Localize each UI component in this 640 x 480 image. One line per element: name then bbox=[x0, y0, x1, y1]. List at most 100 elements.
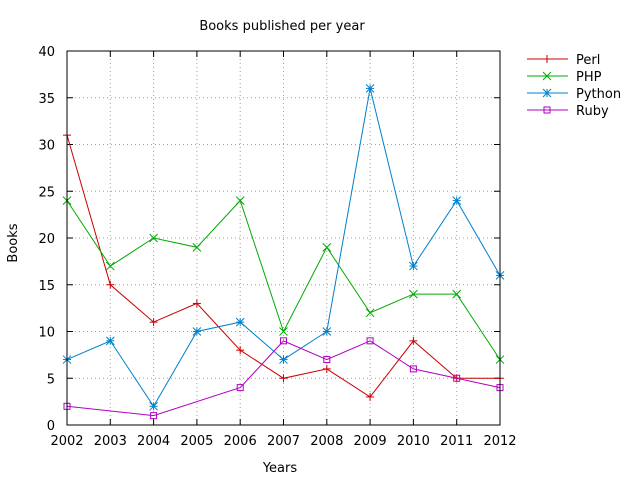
marker-cross bbox=[279, 327, 288, 336]
marker-cross bbox=[235, 196, 245, 205]
marker-cross bbox=[322, 242, 332, 252]
marker-cross bbox=[365, 308, 375, 318]
x-tick-label: 2006 bbox=[224, 434, 257, 449]
axis-ticks: 0 5 10 15 20 25 30 35 40 2002 2003 2004 2005 2006 2007… bbox=[38, 45, 516, 449]
marker-plus bbox=[106, 280, 115, 289]
marker-square bbox=[323, 356, 331, 364]
y-tick-label: 5 bbox=[47, 372, 55, 387]
data-point bbox=[452, 196, 462, 205]
x-tick-label: 2010 bbox=[397, 434, 430, 449]
legend-item-python: Python bbox=[527, 87, 621, 102]
marker-square bbox=[543, 106, 551, 114]
data-point bbox=[192, 327, 202, 336]
marker-star bbox=[542, 88, 552, 98]
marker-star bbox=[365, 84, 375, 93]
marker-plus bbox=[409, 336, 418, 345]
data-point bbox=[322, 242, 332, 252]
marker-cross bbox=[409, 289, 418, 299]
data-point bbox=[452, 289, 462, 299]
legend-label: Python bbox=[576, 87, 621, 102]
legend-label: PHP bbox=[576, 70, 602, 85]
x-tick-label: 2008 bbox=[310, 434, 343, 449]
data-point bbox=[236, 384, 244, 392]
marker-square bbox=[366, 337, 374, 345]
series-php bbox=[62, 196, 505, 364]
x-tick-label: 2011 bbox=[440, 434, 473, 449]
x-tick-label: 2002 bbox=[50, 434, 83, 449]
marker-cross bbox=[542, 71, 552, 81]
legend-label: Ruby bbox=[576, 104, 609, 119]
data-point bbox=[279, 355, 288, 364]
data-point bbox=[366, 392, 375, 401]
chart-title: Books published per year bbox=[199, 19, 365, 34]
plot-frame bbox=[66, 50, 501, 426]
y-tick-label: 10 bbox=[38, 326, 55, 341]
data-point bbox=[106, 280, 115, 289]
legend-item-perl: Perl bbox=[527, 53, 600, 68]
marker-square bbox=[409, 365, 417, 373]
y-tick-label: 35 bbox=[38, 92, 55, 107]
data-point bbox=[149, 318, 158, 327]
legend: Perl PHP Python Ruby bbox=[527, 53, 621, 119]
legend-item-ruby: Ruby bbox=[527, 104, 609, 119]
marker-star bbox=[322, 327, 332, 336]
marker-plus bbox=[192, 299, 201, 308]
marker-plus bbox=[543, 55, 551, 63]
y-tick-label: 0 bbox=[47, 419, 55, 434]
data-point bbox=[279, 374, 288, 383]
data-point bbox=[280, 337, 287, 345]
data-point bbox=[149, 233, 158, 243]
marker-star bbox=[105, 336, 115, 346]
data-point bbox=[235, 317, 245, 327]
data-point bbox=[192, 242, 202, 252]
data-point bbox=[365, 84, 375, 93]
y-tick-label: 25 bbox=[38, 185, 55, 200]
data-point bbox=[365, 308, 375, 318]
x-tick-label: 2004 bbox=[137, 434, 170, 449]
data-point bbox=[105, 336, 115, 346]
data-point bbox=[150, 412, 158, 420]
x-axis-label: Years bbox=[262, 461, 298, 476]
series-python bbox=[62, 84, 505, 411]
data-point bbox=[322, 364, 331, 373]
marker-square bbox=[453, 374, 461, 382]
y-axis-label: Books bbox=[6, 223, 21, 262]
legend-item-php: PHP bbox=[527, 70, 602, 85]
x-tick-label: 2003 bbox=[94, 434, 127, 449]
data-point bbox=[322, 327, 332, 336]
data-point bbox=[279, 327, 288, 336]
data-point bbox=[366, 337, 374, 345]
data-point bbox=[409, 261, 418, 271]
marker-plus bbox=[322, 364, 331, 373]
data-point bbox=[409, 336, 418, 345]
data-point bbox=[149, 401, 158, 411]
marker-star bbox=[409, 261, 418, 271]
y-tick-label: 30 bbox=[38, 139, 55, 154]
data-point bbox=[236, 346, 245, 355]
data-point bbox=[323, 356, 331, 364]
marker-cross bbox=[105, 261, 115, 271]
x-tick-label: 2012 bbox=[483, 434, 516, 449]
marker-square bbox=[236, 384, 244, 392]
marker-plus bbox=[236, 346, 245, 355]
grid bbox=[67, 51, 500, 425]
marker-square bbox=[280, 337, 287, 345]
data-point bbox=[409, 365, 417, 373]
data-point bbox=[453, 374, 461, 382]
data-point bbox=[409, 289, 418, 299]
marker-star bbox=[279, 355, 288, 364]
marker-cross bbox=[452, 289, 462, 299]
y-tick-label: 15 bbox=[38, 279, 55, 294]
marker-star bbox=[235, 317, 245, 327]
y-tick-label: 20 bbox=[38, 232, 55, 247]
marker-cross bbox=[192, 242, 202, 252]
data-point bbox=[235, 196, 245, 205]
y-tick-label: 40 bbox=[38, 45, 55, 60]
data-point bbox=[105, 261, 115, 271]
legend-label: Perl bbox=[576, 53, 600, 68]
x-tick-label: 2005 bbox=[180, 434, 213, 449]
marker-star bbox=[149, 401, 158, 411]
marker-star bbox=[452, 196, 462, 205]
marker-plus bbox=[366, 392, 375, 401]
